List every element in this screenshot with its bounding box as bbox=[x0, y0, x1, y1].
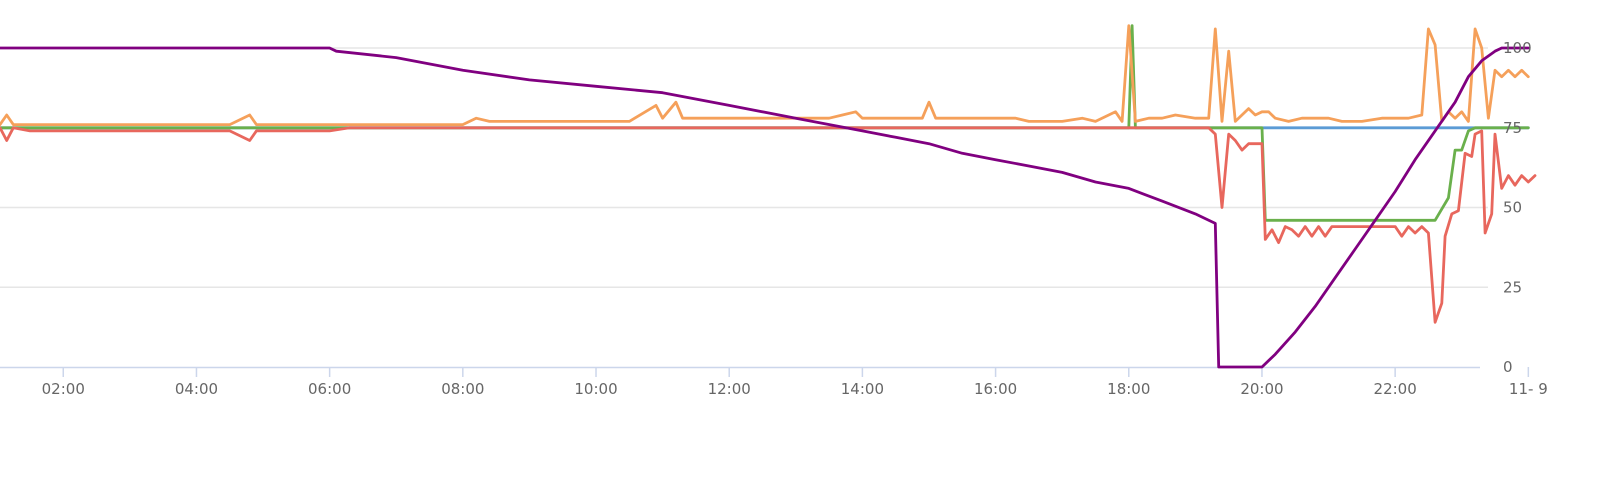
x-tick-label-14:00: 14:00 bbox=[841, 380, 884, 398]
y-tick-label-25: 25 bbox=[1503, 278, 1522, 296]
x-tick-label-02:00: 02:00 bbox=[42, 380, 85, 398]
x-tick-label-22:00: 22:00 bbox=[1374, 380, 1417, 398]
series-lines bbox=[0, 24, 1537, 369]
x-axis-labels: 02:00 04:00 06:00 08:00 10:00 12:00 14:00 16:00… bbox=[42, 380, 1548, 398]
x-tick-label-08:00: 08:00 bbox=[441, 380, 484, 398]
x-tick-label-04:00: 04:00 bbox=[175, 380, 218, 398]
series-line-5 bbox=[0, 46, 1530, 369]
x-tick-label-16:00: 16:00 bbox=[974, 380, 1017, 398]
x-tick-label-06:00: 06:00 bbox=[308, 380, 351, 398]
x-tick-label-11- 9: 11- 9 bbox=[1509, 380, 1548, 398]
x-axis bbox=[0, 366, 1530, 377]
series-line-3 bbox=[0, 24, 1530, 126]
x-tick-label-12:00: 12:00 bbox=[708, 380, 751, 398]
series-line-2 bbox=[0, 24, 1530, 222]
x-tick-label-18:00: 18:00 bbox=[1107, 380, 1150, 398]
y-tick-label-100: 100 bbox=[1503, 39, 1532, 57]
y-tick-label-0: 0 bbox=[1503, 358, 1513, 376]
y-axis-labels: 0 25 50 75 100 bbox=[1503, 39, 1532, 376]
x-tick-label-20:00: 20:00 bbox=[1240, 380, 1283, 398]
x-tick-label-10:00: 10:00 bbox=[574, 380, 617, 398]
y-tick-label-50: 50 bbox=[1503, 199, 1522, 217]
y-tick-label-75: 75 bbox=[1503, 119, 1522, 137]
series-line-4 bbox=[0, 126, 1537, 324]
